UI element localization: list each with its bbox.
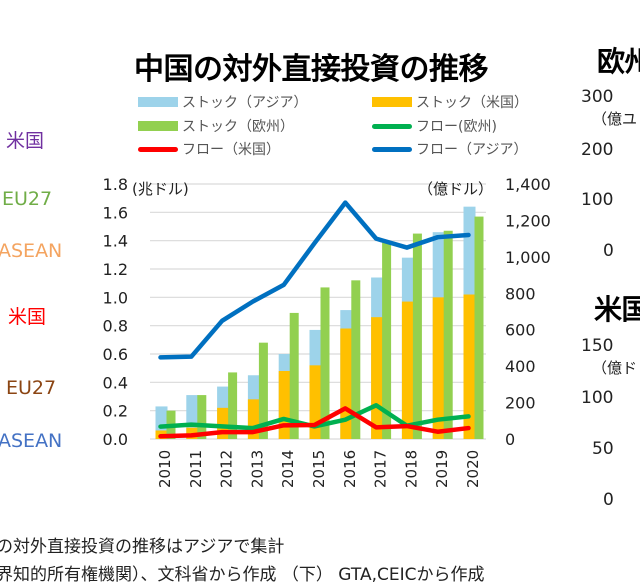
bar-stock-europe bbox=[474, 216, 484, 439]
side-label: 米国 bbox=[6, 130, 45, 152]
legend-label: フロー（アジア） bbox=[416, 142, 528, 158]
legend-label: ストック（欧州） bbox=[182, 119, 294, 135]
legend-item: フロー(欧州) bbox=[372, 116, 497, 136]
us-unit: （億ド bbox=[592, 359, 638, 377]
chart-title: 中国の対外直接投資の推移 bbox=[134, 52, 489, 87]
left-tick-label: 0.6 bbox=[103, 345, 128, 364]
bar-stock-europe bbox=[412, 233, 422, 439]
legend-swatch bbox=[138, 121, 178, 131]
note-line-1: の対外直接投資の推移はアジアで集計 bbox=[0, 537, 285, 557]
x-tick-label: 2020 bbox=[464, 450, 482, 488]
legend-item: ストック（アジア） bbox=[138, 92, 307, 112]
x-tick-label: 2012 bbox=[218, 450, 236, 488]
bar-stock-europe bbox=[258, 342, 268, 439]
legend-swatch bbox=[372, 146, 412, 152]
bar-stock-us bbox=[463, 294, 476, 439]
x-tick-label: 2014 bbox=[279, 450, 297, 488]
x-tick-label: 2018 bbox=[402, 450, 420, 488]
bar-stock-europe bbox=[382, 240, 392, 439]
side-label: EU27 bbox=[6, 377, 57, 399]
bar-stock-us bbox=[278, 371, 291, 439]
left-tick-label: 0.8 bbox=[103, 317, 128, 336]
note-line-2: 界知的所有権機関）、文科省から作成 （下） GTA,CEICから作成 bbox=[0, 565, 485, 585]
left-tick-label: 0.0 bbox=[103, 430, 128, 449]
legend-label: ストック（米国） bbox=[416, 95, 528, 111]
left-tick-label: 1.4 bbox=[103, 232, 128, 251]
left-axis-unit: (兆ドル) bbox=[132, 180, 189, 198]
left-tick-label: 1.2 bbox=[103, 260, 128, 279]
x-tick-label: 2010 bbox=[156, 450, 174, 488]
right-tick-label: 200 bbox=[505, 394, 536, 413]
us-tick: 150 bbox=[581, 336, 614, 356]
side-label: ASEAN bbox=[0, 240, 63, 262]
right-tick-label: 1,200 bbox=[505, 211, 551, 230]
legend-swatch bbox=[372, 97, 412, 107]
left-tick-label: 1.8 bbox=[103, 175, 128, 194]
europe-unit: （億ユ bbox=[592, 110, 638, 128]
right-axis-unit: （億ドル） bbox=[418, 180, 494, 198]
x-tick-label: 2013 bbox=[248, 450, 266, 488]
bar-stock-europe bbox=[320, 287, 330, 439]
side-label: ASEAN bbox=[0, 430, 63, 452]
x-tick-label: 2011 bbox=[187, 450, 205, 488]
us-tick: 0 bbox=[603, 490, 614, 510]
bar-stock-europe bbox=[351, 280, 361, 439]
bar-stock-europe bbox=[197, 395, 207, 439]
legend-swatch bbox=[138, 97, 178, 107]
legend-item: フロー（米国） bbox=[138, 139, 280, 159]
bar-stock-us bbox=[401, 301, 414, 439]
x-tick-label: 2015 bbox=[310, 450, 328, 488]
x-tick-label: 2017 bbox=[372, 450, 390, 488]
europe-tick: 0 bbox=[603, 241, 614, 261]
side-label: EU27 bbox=[2, 188, 53, 210]
right-tick-label: 400 bbox=[505, 357, 536, 376]
bar-stock-us bbox=[371, 317, 384, 439]
left-tick-label: 1.6 bbox=[103, 203, 128, 222]
legend-swatch bbox=[372, 123, 412, 129]
left-tick-label: 1.0 bbox=[103, 288, 128, 307]
right-tick-label: 800 bbox=[505, 284, 536, 303]
europe-tick: 200 bbox=[581, 140, 614, 160]
bar-stock-europe bbox=[228, 372, 238, 439]
legend-item: ストック（欧州） bbox=[138, 116, 294, 136]
right-tick-label: 1,000 bbox=[505, 248, 551, 267]
bar-stock-europe bbox=[443, 230, 453, 439]
us-title: 米国 bbox=[594, 293, 640, 326]
legend-swatch bbox=[138, 146, 178, 152]
left-tick-label: 0.2 bbox=[103, 402, 128, 421]
us-tick: 50 bbox=[592, 439, 614, 459]
legend-label: フロー(欧州) bbox=[416, 119, 497, 135]
right-tick-label: 1,400 bbox=[505, 175, 551, 194]
legend-label: ストック（アジア） bbox=[182, 95, 308, 111]
x-tick-label: 2016 bbox=[341, 450, 359, 488]
europe-tick: 100 bbox=[581, 190, 614, 210]
us-tick: 100 bbox=[581, 388, 614, 408]
legend-item: フロー（アジア） bbox=[372, 139, 527, 159]
bar-stock-us bbox=[432, 297, 445, 439]
europe-title: 欧州 bbox=[597, 45, 640, 78]
legend-item: ストック（米国） bbox=[372, 92, 528, 112]
side-label: 米国 bbox=[8, 306, 47, 328]
europe-tick: 300 bbox=[581, 87, 614, 107]
left-tick-label: 0.4 bbox=[103, 373, 128, 392]
legend-label: フロー（米国） bbox=[182, 142, 280, 158]
right-tick-label: 600 bbox=[505, 321, 536, 340]
right-tick-label: 0 bbox=[505, 430, 515, 449]
x-tick-label: 2019 bbox=[433, 450, 451, 488]
bar-stock-europe bbox=[289, 312, 299, 439]
